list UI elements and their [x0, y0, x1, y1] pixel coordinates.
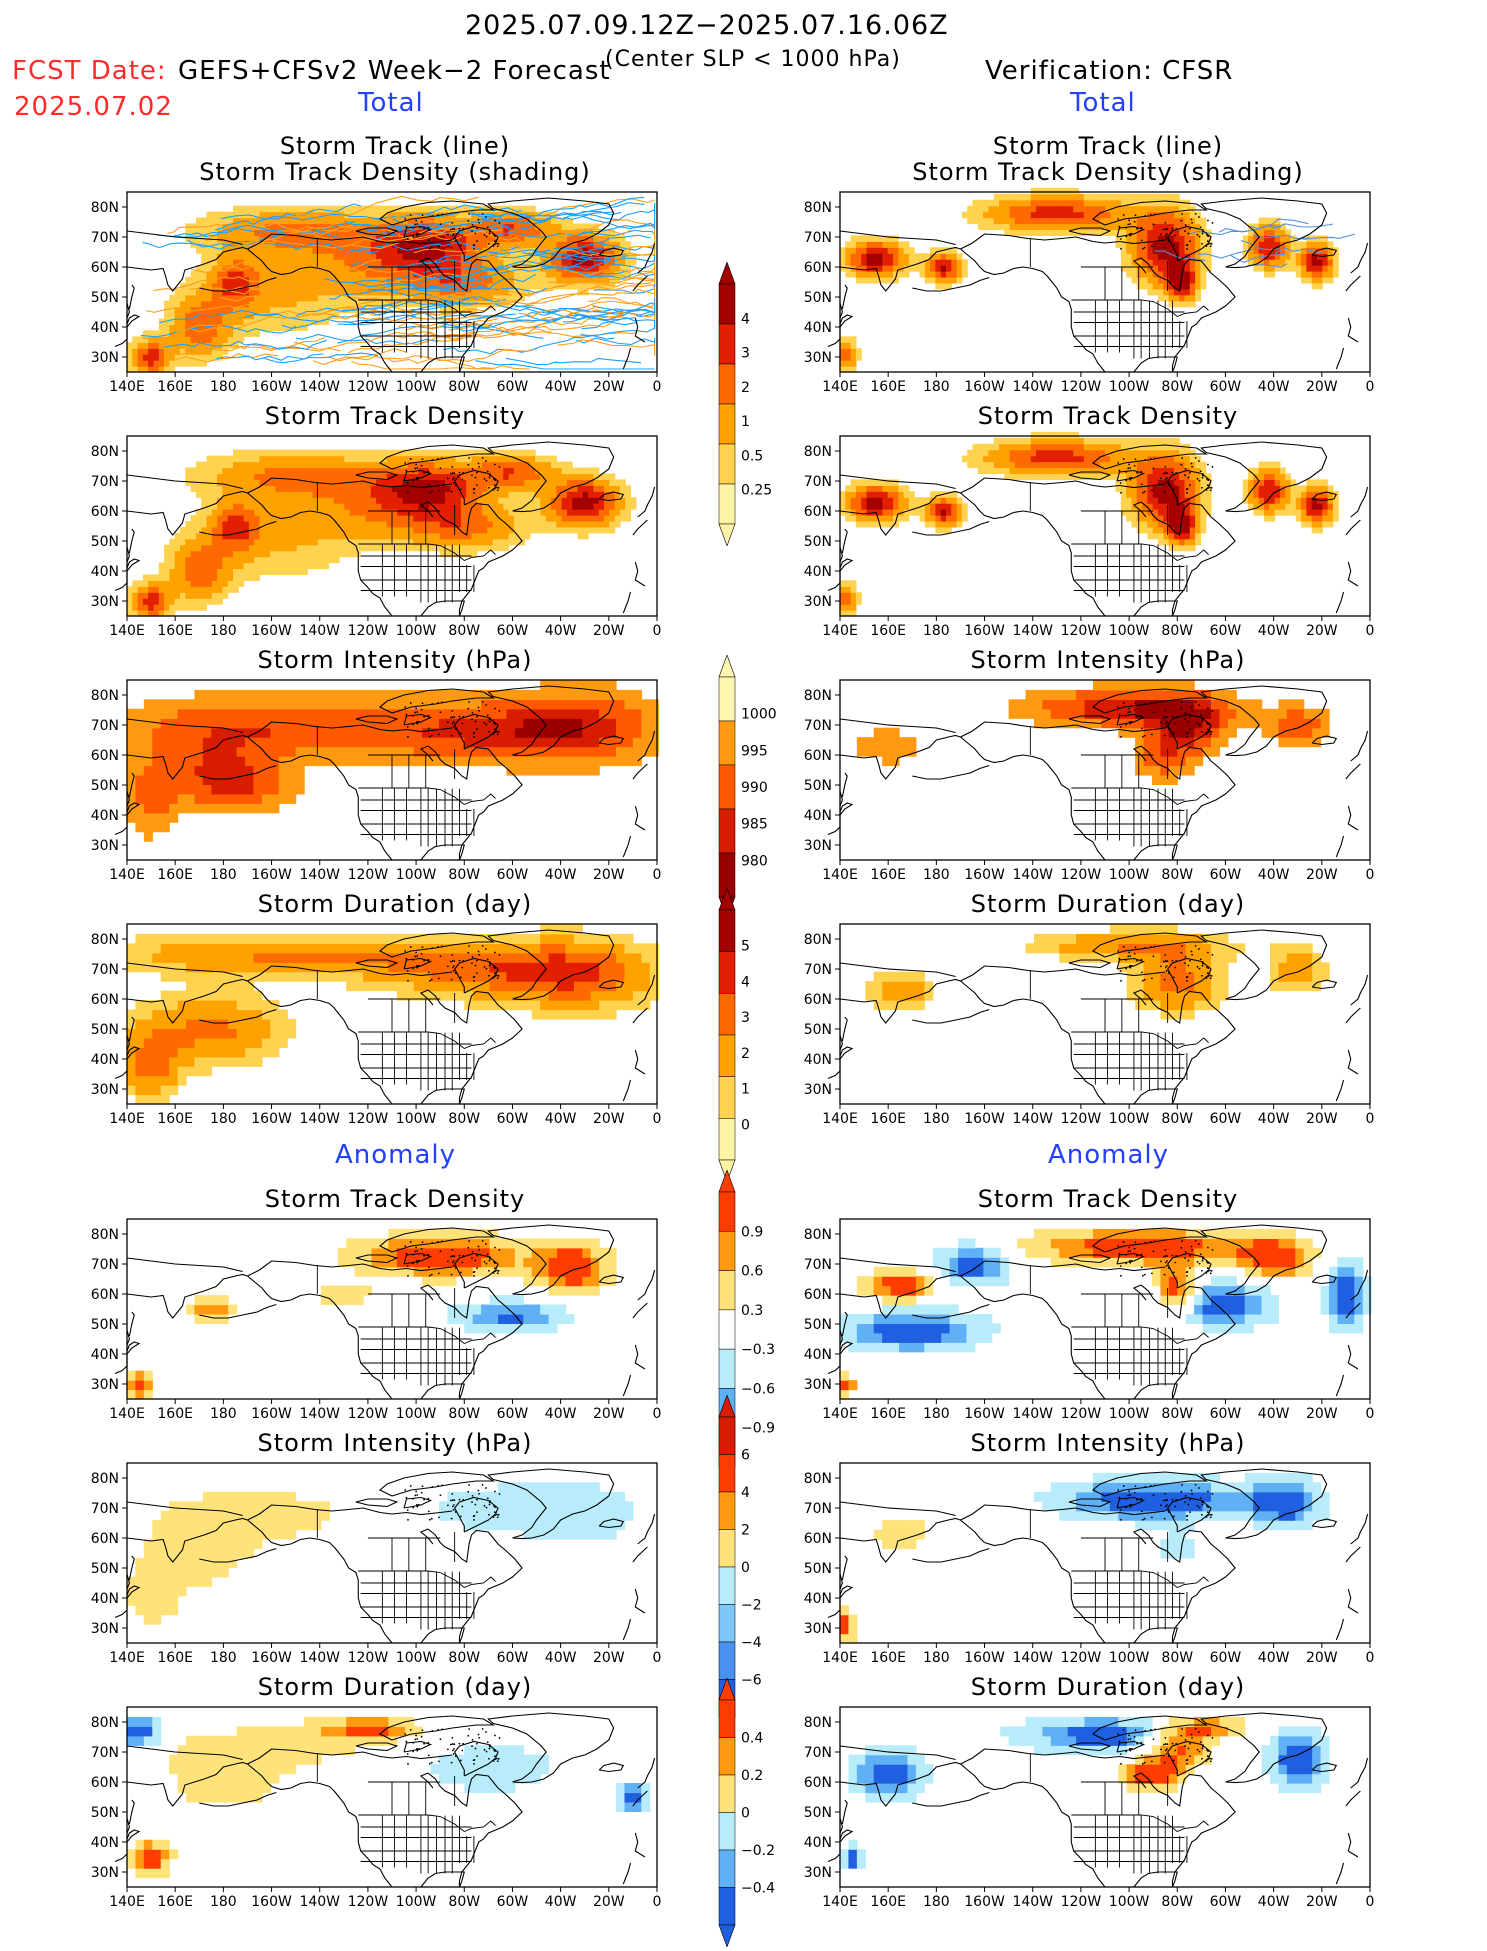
svg-text:20W: 20W	[593, 379, 625, 395]
svg-text:120W: 120W	[1061, 379, 1102, 395]
title-intensity-left: Storm Intensity (hPa)	[130, 646, 660, 674]
section-anomaly-left: Anomaly	[335, 1140, 456, 1170]
svg-text:40N: 40N	[804, 320, 832, 336]
title-density-right: Storm Track Density	[843, 402, 1373, 430]
svg-text:120W: 120W	[348, 623, 389, 639]
fcst-date-label: FCST Date:	[12, 56, 167, 86]
title-anom-density-right: Storm Track Density	[843, 1185, 1373, 1213]
svg-text:140W: 140W	[299, 379, 340, 395]
svg-text:40N: 40N	[91, 564, 119, 580]
title-anom-duration-left: Storm Duration (day)	[130, 1673, 660, 1701]
svg-text:120W: 120W	[348, 379, 389, 395]
title-track-line-left: Storm Track (line)	[130, 132, 660, 160]
svg-text:0: 0	[653, 379, 662, 395]
svg-text:70N: 70N	[91, 230, 119, 246]
title-anom-intensity-left: Storm Intensity (hPa)	[130, 1429, 660, 1457]
svg-text:30N: 30N	[91, 594, 119, 610]
svg-text:140E: 140E	[822, 379, 858, 395]
svg-text:20W: 20W	[593, 623, 625, 639]
svg-text:140E: 140E	[109, 623, 145, 639]
svg-text:160W: 160W	[964, 379, 1005, 395]
title-duration-right: Storm Duration (day)	[843, 890, 1373, 918]
svg-text:50N: 50N	[91, 534, 119, 550]
svg-text:60N: 60N	[804, 260, 832, 276]
section-total-right: Total	[1070, 88, 1136, 118]
title-anom-intensity-right: Storm Intensity (hPa)	[843, 1429, 1373, 1457]
forecast-title: GEFS+CFSv2 Week−2 Forecast	[178, 56, 611, 86]
svg-text:100W: 100W	[1109, 379, 1150, 395]
section-anomaly-right: Anomaly	[1048, 1140, 1169, 1170]
svg-text:60W: 60W	[497, 379, 529, 395]
svg-text:40W: 40W	[545, 379, 577, 395]
title-duration-left: Storm Duration (day)	[130, 890, 660, 918]
valid-period: 2025.07.09.12Z−2025.07.16.06Z	[465, 10, 949, 41]
section-total-left: Total	[358, 88, 424, 118]
svg-text:30N: 30N	[804, 350, 832, 366]
svg-text:160E: 160E	[870, 379, 906, 395]
svg-text:0: 0	[1366, 379, 1375, 395]
svg-text:70N: 70N	[804, 230, 832, 246]
svg-text:50N: 50N	[804, 290, 832, 306]
verification-label: Verification: CFSR	[985, 56, 1233, 86]
title-anom-density-left: Storm Track Density	[130, 1185, 660, 1213]
svg-text:80W: 80W	[448, 623, 480, 639]
svg-text:70N: 70N	[91, 474, 119, 490]
svg-text:140W: 140W	[299, 623, 340, 639]
svg-text:100W: 100W	[396, 379, 437, 395]
title-anom-duration-right: Storm Duration (day)	[843, 1673, 1373, 1701]
svg-text:40W: 40W	[1258, 379, 1290, 395]
criterion-label: (Center SLP < 1000 hPa)	[605, 47, 901, 72]
svg-text:160W: 160W	[251, 379, 292, 395]
title-intensity-right: Storm Intensity (hPa)	[843, 646, 1373, 674]
svg-text:40N: 40N	[91, 320, 119, 336]
svg-text:140E: 140E	[109, 379, 145, 395]
svg-text:60N: 60N	[91, 504, 119, 520]
svg-text:160E: 160E	[157, 623, 193, 639]
svg-text:80W: 80W	[1161, 379, 1193, 395]
svg-text:50N: 50N	[91, 290, 119, 306]
svg-text:0: 0	[653, 623, 662, 639]
svg-text:80N: 80N	[91, 444, 119, 460]
svg-text:160E: 160E	[157, 379, 193, 395]
title-track-line-right: Storm Track (line)	[843, 132, 1373, 160]
svg-text:60W: 60W	[497, 623, 529, 639]
title-density-left: Storm Track Density	[130, 402, 660, 430]
svg-text:100W: 100W	[396, 623, 437, 639]
svg-text:60N: 60N	[91, 260, 119, 276]
svg-text:140W: 140W	[1012, 379, 1053, 395]
svg-text:60W: 60W	[1210, 379, 1242, 395]
svg-text:40W: 40W	[545, 623, 577, 639]
title-track-shading-left: Storm Track Density (shading)	[130, 158, 660, 186]
svg-text:80N: 80N	[804, 200, 832, 216]
svg-text:80N: 80N	[91, 200, 119, 216]
svg-text:80W: 80W	[448, 379, 480, 395]
svg-text:180: 180	[210, 623, 237, 639]
fcst-date-value: 2025.07.02	[14, 92, 173, 122]
title-track-shading-right: Storm Track Density (shading)	[843, 158, 1373, 186]
svg-text:20W: 20W	[1306, 379, 1338, 395]
svg-text:30N: 30N	[91, 350, 119, 366]
svg-text:180: 180	[923, 379, 950, 395]
svg-text:180: 180	[210, 379, 237, 395]
svg-text:160W: 160W	[251, 623, 292, 639]
